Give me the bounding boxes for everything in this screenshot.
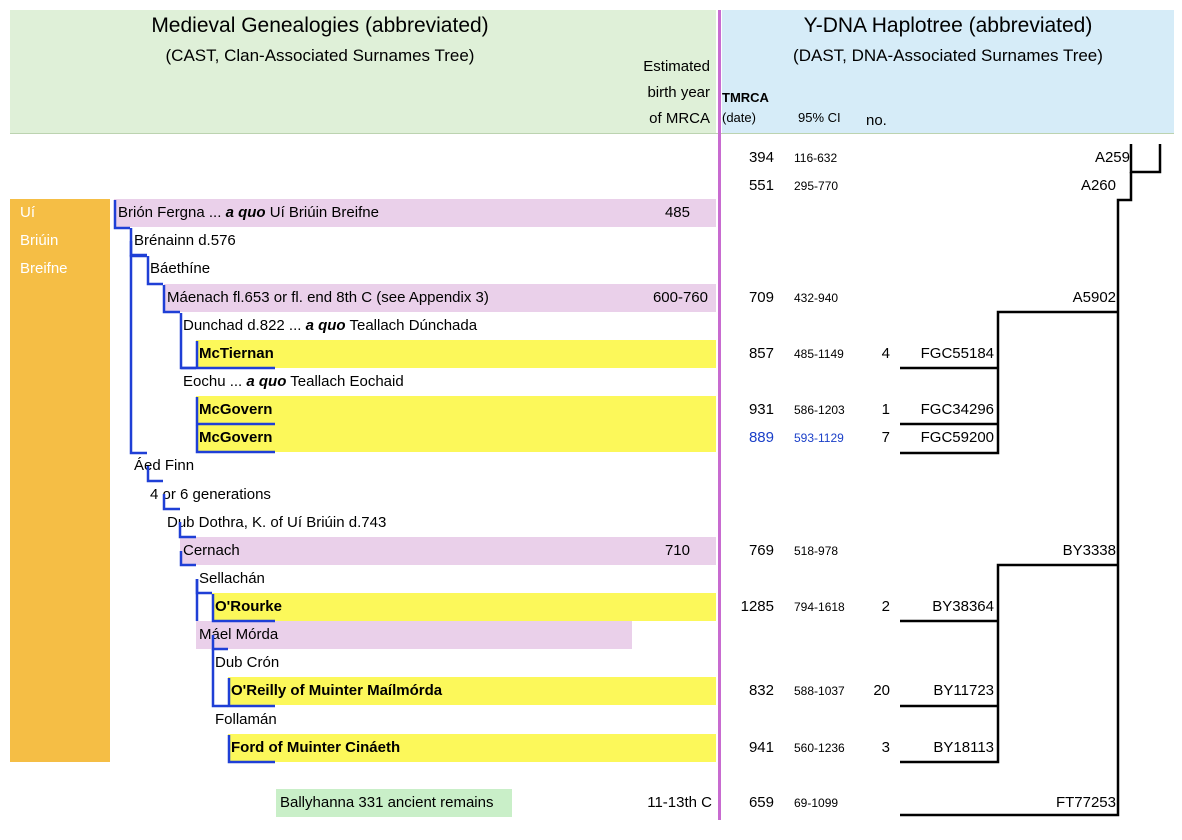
birth-col-header-3: of MRCA <box>649 110 710 127</box>
surname-orourke: O'Rourke <box>215 598 282 615</box>
header-rule <box>10 133 1174 134</box>
snp-by3338: BY3338 <box>1062 542 1116 559</box>
tmrca-a5902: 709 <box>748 289 774 306</box>
tmrca-by11723: 832 <box>748 682 774 699</box>
birth-maenach: 600-760 <box>652 289 708 306</box>
ci-by11723: 588-1037 <box>794 684 845 698</box>
surname-oreilly: O'Reilly of Muinter Maílmórda <box>231 682 443 699</box>
no-fgc34296: 1 <box>881 401 890 418</box>
band-mctiernan <box>196 340 716 368</box>
band-oreilly <box>228 677 716 705</box>
ci-a259: 116-632 <box>794 151 838 165</box>
ci-a260: 295-770 <box>794 179 839 193</box>
tmrca-by38364: 1285 <box>740 598 774 615</box>
band-mael-morda <box>196 621 632 649</box>
person-eochu: Eochu ... a quo Teallach Eochaid <box>183 373 404 390</box>
band-cernach <box>180 537 716 565</box>
band-maenach <box>164 284 716 312</box>
snp-fgc59200: FGC59200 <box>920 429 994 446</box>
ci-by3338: 518-978 <box>794 544 839 558</box>
person-sellachan: Sellachán <box>199 570 265 587</box>
band-orourke <box>212 593 716 621</box>
person-generations: 4 or 6 generations <box>150 486 271 503</box>
snp-a5902: A5902 <box>1072 289 1116 306</box>
tmrca-by18113: 941 <box>748 739 774 756</box>
person-mael-morda: Máel Mórda <box>199 626 279 643</box>
band-mcgovern <box>196 396 716 452</box>
band-brion <box>114 199 716 227</box>
birth-col-header-1: Estimated <box>643 58 710 75</box>
no-by38364: 2 <box>881 598 890 615</box>
no-by11723: 20 <box>873 682 890 699</box>
clan-label-1: Uí <box>20 204 35 221</box>
ci-header: 95% CI <box>798 110 841 125</box>
ci-fgc55184: 485-1149 <box>794 347 844 361</box>
ancient-ballyhanna: Ballyhanna 331 ancient remains <box>280 794 494 811</box>
snp-a260: A260 <box>1080 177 1116 194</box>
no-fgc55184: 4 <box>881 345 890 362</box>
surname-mcgovern-2: McGovern <box>199 429 273 446</box>
snp-fgc34296: FGC34296 <box>920 401 994 418</box>
snp-ft77253: FT77253 <box>1055 794 1116 811</box>
tmrca-ft77253: 659 <box>748 794 774 811</box>
no-by18113: 3 <box>881 739 890 756</box>
surname-ford: Ford of Muinter Cináeth <box>231 739 401 756</box>
no-fgc59200: 7 <box>881 429 890 446</box>
snp-by18113: BY18113 <box>933 739 994 756</box>
dast-title: Y-DNA Haplotree (abbreviated) <box>803 14 1093 37</box>
ci-a5902: 432-940 <box>794 291 839 305</box>
snp-fgc55184: FGC55184 <box>920 345 994 362</box>
ci-fgc34296: 586-1203 <box>794 403 845 417</box>
no-header: no. <box>866 112 887 129</box>
ci-by18113: 560-1236 <box>794 741 845 755</box>
tmrca-a260: 551 <box>748 177 774 194</box>
tmrca-header: TMRCA <box>722 90 769 105</box>
person-dub-dothra: Dub Dothra, K. of Uí Briúin d.743 <box>167 514 387 531</box>
ci-fgc59200: 593-1129 <box>794 431 844 445</box>
genealogy-tree-lines <box>113 200 275 764</box>
band-ballyhanna <box>276 789 512 817</box>
clan-label-2: Briúin <box>20 232 59 249</box>
surname-mcgovern-1: McGovern <box>199 401 273 418</box>
clan-label-3: Breifne <box>20 260 68 277</box>
person-dub-cron: Dub Crón <box>215 654 280 671</box>
tmrca-date-header: (date) <box>722 110 756 125</box>
ci-by38364: 794-1618 <box>794 600 845 614</box>
person-brion-fergna: Brión Fergna ... a quo Uí Briúin Breifne <box>118 204 379 221</box>
person-brenainn: Brénainn d.576 <box>134 232 236 249</box>
tmrca-by3338: 769 <box>748 542 774 559</box>
surname-mctiernan: McTiernan <box>199 345 274 362</box>
snp-by38364: BY38364 <box>932 598 994 615</box>
snp-by11723: BY11723 <box>933 682 994 699</box>
cast-title: Medieval Genealogies (abbreviated) <box>151 14 489 37</box>
birth-ballyhanna: 11-13th C <box>647 794 712 811</box>
ci-ft77253: 69-1099 <box>794 796 839 810</box>
snp-a259: A259 <box>1094 149 1130 166</box>
tmrca-fgc59200: 889 <box>748 429 774 446</box>
person-follaman: Follamán <box>215 711 277 728</box>
tmrca-fgc34296: 931 <box>748 401 774 418</box>
column-divider <box>718 10 721 820</box>
clan-column <box>10 199 110 762</box>
dast-header <box>722 10 1174 134</box>
dast-subtitle: (DAST, DNA-Associated Surnames Tree) <box>793 46 1103 65</box>
birth-brion: 485 <box>664 204 690 221</box>
person-cernach: Cernach <box>183 542 240 559</box>
birth-cernach: 710 <box>664 542 690 559</box>
birth-col-header-2: birth year <box>647 84 710 101</box>
person-maenach: Máenach fl.653 or fl. end 8th C (see App… <box>167 289 489 306</box>
band-ford <box>228 734 716 762</box>
tmrca-fgc55184: 857 <box>748 345 774 362</box>
tmrca-a259: 394 <box>748 149 774 166</box>
cast-subtitle: (CAST, Clan-Associated Surnames Tree) <box>165 46 475 65</box>
cast-header <box>10 10 716 134</box>
person-baethine: Báethíne <box>150 260 211 277</box>
haplotree-lines <box>900 144 1162 817</box>
person-dunchad: Dunchad d.822 ... a quo Teallach Dúnchad… <box>183 317 478 334</box>
